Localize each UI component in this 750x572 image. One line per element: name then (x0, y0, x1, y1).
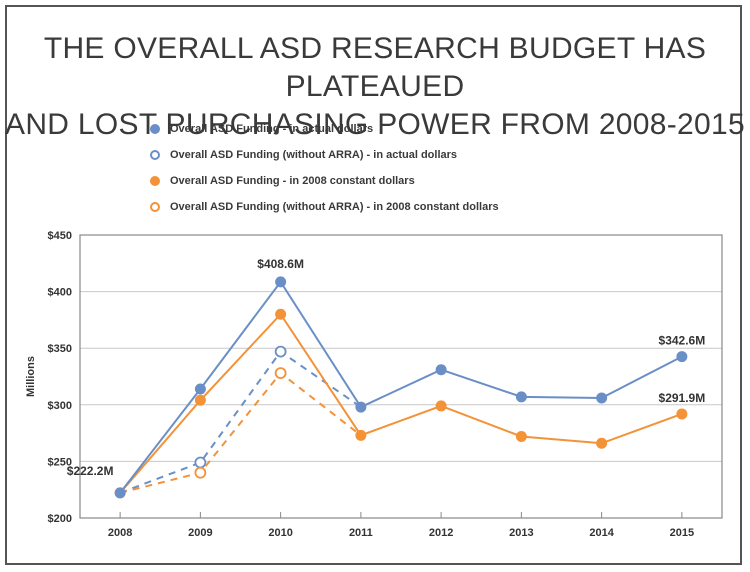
data-point (194, 383, 206, 395)
y-tick-label: $200 (48, 513, 72, 525)
data-point (435, 400, 447, 412)
data-point (596, 392, 608, 404)
data-point (194, 466, 207, 479)
title-line-2: AND LOST PURCHASING POWER FROM 2008-2015 (5, 108, 745, 141)
open-circle-icon (150, 202, 160, 212)
data-point (355, 401, 367, 413)
y-tick-label: $250 (48, 456, 72, 468)
data-point (194, 394, 206, 406)
data-point (194, 456, 207, 469)
x-tick-label: 2012 (429, 527, 453, 539)
data-label: $342.6M (659, 334, 706, 348)
data-point (275, 276, 287, 288)
legend-label: Overall ASD Funding (without ARRA) - in … (170, 201, 499, 213)
filled-circle-icon (150, 176, 160, 186)
data-point (515, 430, 527, 442)
x-tick-label: 2013 (509, 527, 533, 539)
data-point (515, 391, 527, 403)
x-tick-label: 2009 (188, 527, 212, 539)
data-label: $222.2M (67, 464, 114, 478)
series-line (119, 280, 683, 494)
series-line (119, 371, 362, 494)
series-line (119, 350, 362, 494)
data-point (676, 408, 688, 420)
data-point (676, 351, 688, 363)
data-label: $291.9M (659, 391, 706, 405)
data-point (274, 367, 287, 380)
data-point (596, 437, 608, 449)
series-line (119, 312, 683, 494)
legend: Overall ASD Funding - in actual dollars … (150, 116, 499, 220)
data-point (275, 308, 287, 320)
x-tick-label: 2010 (268, 527, 292, 539)
legend-label: Overall ASD Funding - in actual dollars (170, 123, 374, 135)
data-point (274, 345, 287, 358)
data-point (355, 429, 367, 441)
legend-label: Overall ASD Funding (without ARRA) - in … (170, 149, 458, 161)
x-tick-label: 2014 (589, 527, 614, 539)
title-line-1: THE OVERALL ASD RESEARCH BUDGET HAS PLAT… (43, 32, 707, 103)
y-tick-label: $400 (48, 287, 72, 299)
filled-circle-icon (150, 124, 160, 134)
legend-item: Overall ASD Funding (without ARRA) - in … (150, 142, 499, 168)
x-tick-label: 2011 (349, 527, 373, 539)
y-tick-label: $350 (48, 343, 72, 355)
x-tick-label: 2015 (670, 527, 694, 539)
x-tick-label: 2008 (108, 527, 132, 539)
legend-item: Overall ASD Funding (without ARRA) - in … (150, 194, 499, 220)
data-point (435, 364, 447, 376)
chart-frame (5, 5, 742, 565)
data-point (114, 487, 126, 499)
legend-item: Overall ASD Funding - in actual dollars (150, 116, 499, 142)
open-circle-icon (150, 150, 160, 160)
legend-label: Overall ASD Funding - in 2008 constant d… (170, 175, 415, 187)
legend-item: Overall ASD Funding - in 2008 constant d… (150, 168, 499, 194)
y-tick-label: $300 (48, 400, 72, 412)
chart-title: THE OVERALL ASD RESEARCH BUDGET HAS PLAT… (0, 30, 750, 144)
data-label: $408.6M (257, 257, 304, 271)
y-axis-label: Millions (25, 356, 37, 397)
plot-area-border (79, 234, 723, 519)
y-tick-label: $450 (48, 230, 72, 242)
